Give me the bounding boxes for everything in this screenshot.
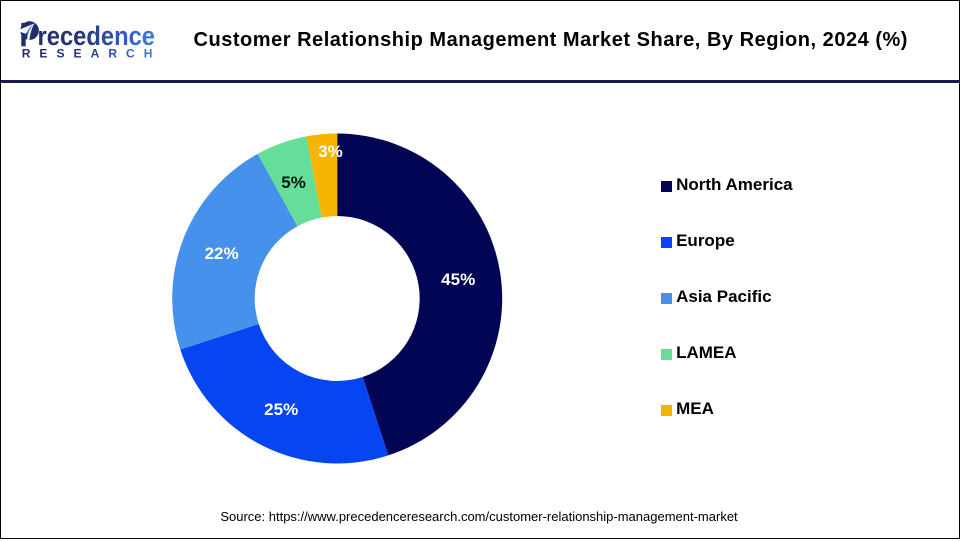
svg-text:RESEARCH: RESEARCH xyxy=(22,47,162,61)
svg-text:recedence: recedence xyxy=(38,21,156,51)
